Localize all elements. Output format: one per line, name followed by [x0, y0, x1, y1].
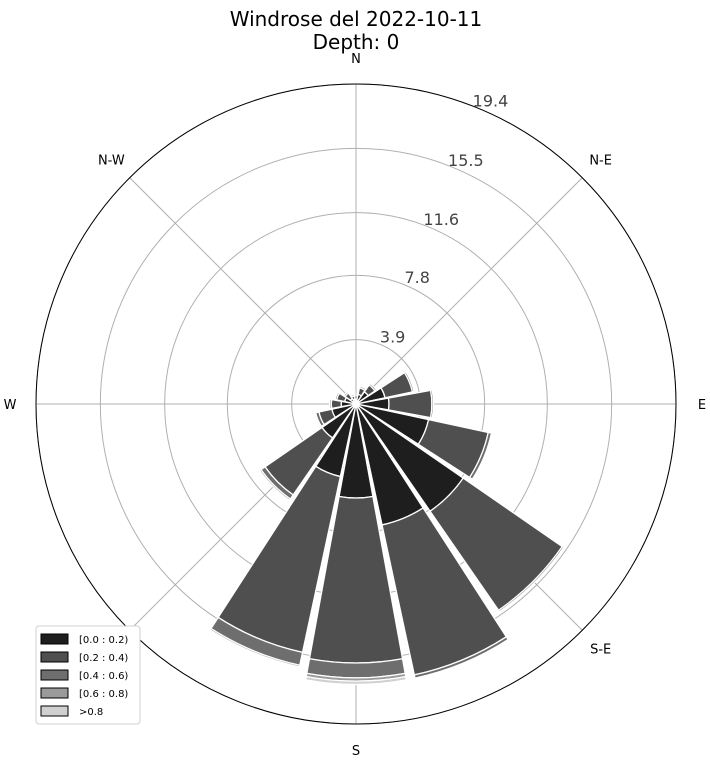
direction-label-n: N	[351, 52, 361, 67]
direction-label-s: S	[352, 744, 360, 759]
legend-swatch-1	[40, 651, 69, 663]
ring-label-2: 11.6	[423, 210, 459, 229]
bar-sector-12-bin-2	[328, 398, 333, 410]
legend-swatch-0	[40, 633, 69, 645]
direction-label-n-e: N-E	[589, 153, 612, 168]
legend-label-0: [0.0 : 0.2)	[79, 635, 128, 646]
bar-sector-15-bin-2	[349, 393, 356, 398]
legend-label-2: [0.4 : 0.6)	[79, 671, 128, 682]
bar-sector-9-bin-3	[209, 627, 301, 668]
outer-circle	[35, 83, 677, 725]
bar-sector-3-bin-2	[403, 370, 415, 393]
legend-label-4: >0.8	[79, 707, 103, 718]
legend-swatch-2	[40, 669, 69, 681]
direction-label-e: E	[698, 398, 706, 413]
ring-label-1: 7.8	[405, 268, 430, 287]
legend-label-1: [0.2 : 0.4)	[79, 653, 128, 664]
windrose-bars	[209, 370, 565, 686]
direction-label-w: W	[4, 398, 17, 413]
bar-sector-2-bin-2	[368, 382, 378, 392]
bar-sector-11-bin-2	[314, 411, 326, 428]
bar-sector-7-bin-2	[413, 635, 510, 679]
direction-label-n-w: N-W	[98, 153, 125, 168]
legend-swatch-4	[40, 705, 69, 717]
bar-sector-10-bin-3	[258, 468, 292, 502]
bar-sector-6-bin-2	[497, 545, 565, 613]
bar-sector-4-bin-2	[429, 389, 435, 419]
ring-label-0: 3.9	[380, 328, 405, 347]
legend-label-3: [0.6 : 0.8)	[79, 689, 128, 700]
legend-swatch-3	[40, 687, 69, 699]
ring-label-4: 19.4	[473, 91, 509, 110]
ring-label-3: 15.5	[448, 151, 484, 170]
bar-sector-8-bin-4	[304, 675, 408, 686]
bar-sector-13-bin-2	[334, 391, 341, 401]
chart-subtitle: Depth: 0	[313, 30, 400, 54]
grid-spoke-1	[355, 177, 583, 405]
grid-spoke-7	[129, 177, 357, 405]
direction-label-s-e: S-E	[590, 643, 611, 658]
legend-box	[35, 625, 141, 725]
bar-sector-14-bin-2	[342, 390, 350, 398]
chart-title: Windrose del 2022-10-11	[230, 7, 483, 31]
bar-sector-5-bin-2	[468, 431, 493, 481]
legend: [0.0 : 0.2) [0.2 : 0.4) [0.4 : 0.6) [0.6 : …	[35, 625, 141, 725]
